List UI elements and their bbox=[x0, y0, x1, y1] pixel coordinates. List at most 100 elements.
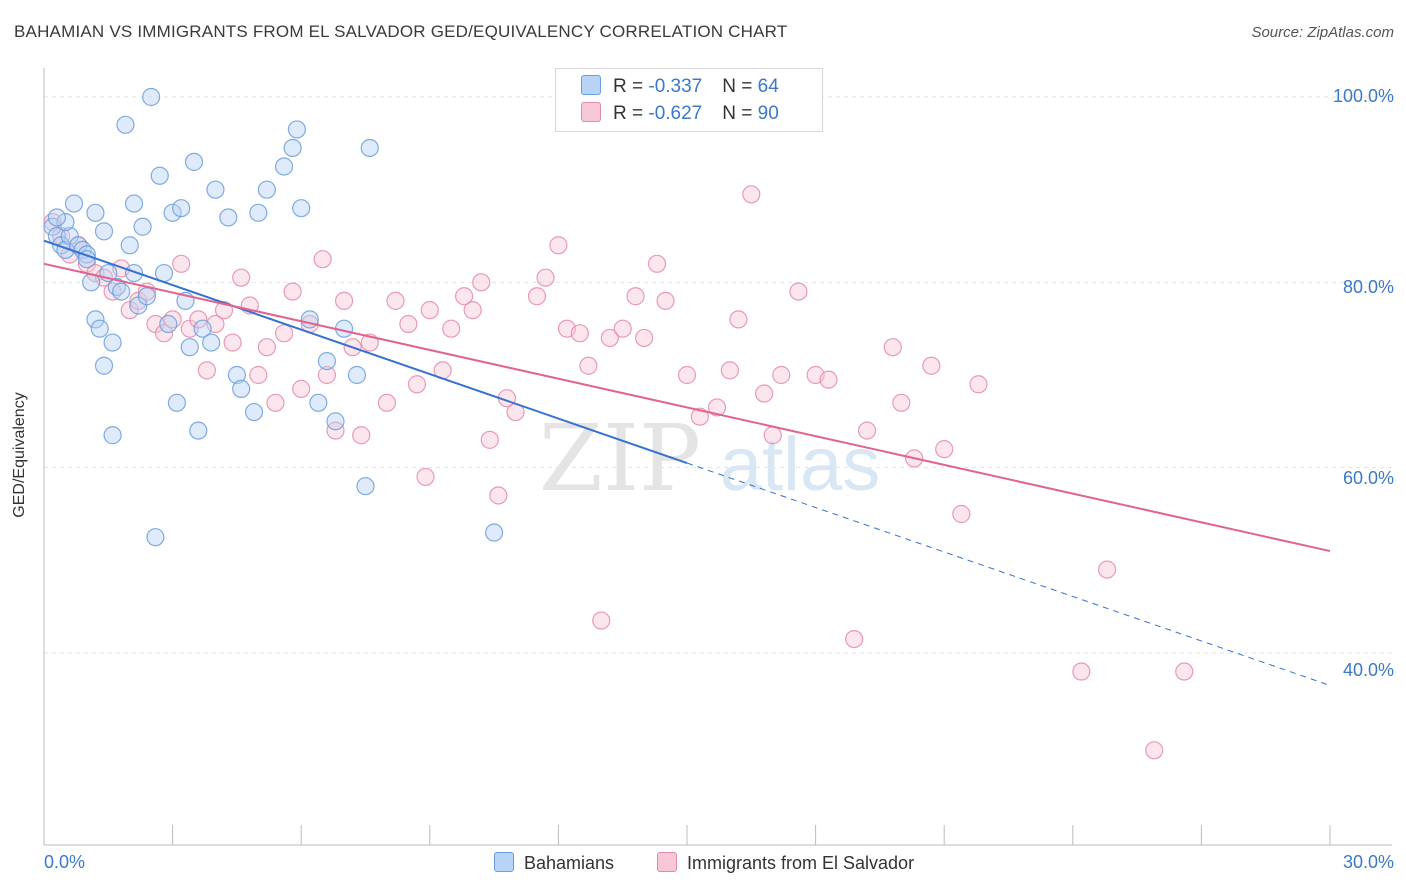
immigrants-point bbox=[635, 328, 654, 348]
bahamians-point bbox=[167, 393, 186, 412]
immigrants-point bbox=[283, 282, 302, 301]
immigrants-point bbox=[1072, 662, 1091, 681]
legend-row-bahamians: R = -0.337 N = 64 bbox=[581, 75, 779, 99]
immigrants-point bbox=[249, 365, 268, 385]
bahamians-point bbox=[133, 217, 152, 236]
immigrants-point bbox=[772, 365, 791, 385]
bahamians-point bbox=[159, 314, 178, 334]
bahamians-point bbox=[124, 194, 144, 213]
immigrants-point bbox=[454, 287, 474, 306]
immigrants-point bbox=[154, 324, 174, 343]
y-axis-label: GED/Equivalency bbox=[11, 392, 28, 518]
immigrants-point bbox=[579, 356, 598, 375]
immigrants-point bbox=[352, 426, 371, 445]
bahamians-point bbox=[360, 138, 379, 158]
immigrants-point bbox=[274, 324, 294, 343]
immigrants-point bbox=[969, 375, 988, 394]
bahamians-point bbox=[116, 115, 135, 134]
y-tick-100: 100.0% bbox=[1332, 86, 1394, 106]
immigrants-point bbox=[489, 486, 508, 505]
immigrants-point bbox=[892, 393, 911, 412]
bahamians-point bbox=[206, 180, 225, 199]
bottom-legend-immigrants: Immigrants from El Salvador bbox=[657, 852, 914, 874]
trend-lines bbox=[43, 239, 1331, 686]
immigrants-point bbox=[707, 398, 727, 417]
immigrants-point bbox=[472, 273, 491, 292]
bahamians-point bbox=[86, 310, 105, 329]
bahamians-point bbox=[485, 523, 504, 542]
immigrants-point bbox=[952, 504, 971, 524]
legend-r-value: -0.337 bbox=[648, 76, 703, 97]
x-tick-min: 0.0% bbox=[44, 852, 86, 872]
immigrants-point bbox=[536, 268, 555, 287]
y-tick-60: 60.0% bbox=[1342, 468, 1394, 488]
bahamians-point bbox=[137, 287, 156, 306]
bahamians-point bbox=[86, 203, 105, 222]
bahamians-point bbox=[244, 402, 264, 422]
watermark-atlas: atlas bbox=[720, 422, 881, 507]
immigrants-point bbox=[613, 319, 632, 338]
immigrants-point bbox=[592, 611, 611, 630]
immigrants-point bbox=[883, 338, 902, 357]
y-tick-80: 80.0% bbox=[1342, 277, 1394, 297]
immigrants-point bbox=[326, 421, 345, 440]
immigrants-point bbox=[223, 333, 242, 352]
immigrants-point bbox=[789, 282, 808, 301]
bottom-legend-label: Immigrants from El Salvador bbox=[687, 853, 915, 873]
bahamians-point bbox=[189, 421, 208, 440]
bahamians-point bbox=[94, 356, 114, 375]
bahamians-point bbox=[94, 222, 114, 241]
immigrants-point bbox=[1175, 662, 1194, 681]
immigrants-point bbox=[420, 301, 439, 320]
legend-n-label: N = bbox=[722, 103, 758, 124]
bahamians-point bbox=[184, 152, 204, 171]
legend-swatch-blue bbox=[581, 75, 601, 95]
bottom-legend-swatch-blue bbox=[494, 852, 514, 872]
bahamians-point bbox=[292, 199, 311, 218]
bahamians-point bbox=[356, 477, 375, 496]
bahamians-point bbox=[193, 319, 212, 338]
immigrants-point bbox=[189, 310, 208, 329]
bahamians-point bbox=[347, 365, 367, 385]
bahamians-point bbox=[163, 203, 182, 222]
bahamians-point bbox=[90, 319, 109, 338]
axes bbox=[43, 68, 1392, 846]
immigrants-point bbox=[480, 430, 499, 449]
x-tick-max: 30.0% bbox=[1342, 852, 1394, 872]
immigrants-point bbox=[857, 421, 877, 440]
bahamians-point bbox=[249, 203, 268, 222]
immigrants-point bbox=[690, 407, 709, 426]
bahamians-point bbox=[202, 333, 221, 352]
immigrants-point bbox=[549, 236, 568, 255]
immigrants-point bbox=[729, 310, 748, 329]
legend-n-label: N = bbox=[722, 76, 758, 97]
immigrants-point bbox=[819, 370, 838, 389]
bahamians-point bbox=[219, 208, 238, 227]
legend-n-value: 90 bbox=[757, 103, 779, 124]
immigrants-point bbox=[386, 291, 405, 310]
bahamians-point bbox=[142, 87, 161, 107]
source-label: Source: ZipAtlas.com bbox=[1251, 24, 1394, 41]
immigrants-point bbox=[317, 365, 337, 385]
watermark: ZIP atlas bbox=[539, 405, 880, 512]
immigrants-point bbox=[416, 467, 435, 487]
bahamians-point bbox=[232, 379, 251, 398]
bahamians-point bbox=[326, 412, 345, 431]
immigrants-point bbox=[570, 324, 589, 343]
bahamians-point bbox=[47, 208, 66, 227]
bottom-legend-swatch-pink bbox=[657, 852, 677, 872]
bottom-legend-label: Bahamians bbox=[524, 853, 615, 873]
bahamians-point bbox=[283, 138, 302, 158]
immigrants-point bbox=[197, 361, 216, 380]
immigrants-point bbox=[935, 440, 954, 459]
bahamians-point bbox=[257, 180, 277, 199]
legend-r-value: -0.627 bbox=[648, 103, 703, 124]
legend-swatch-pink bbox=[581, 102, 601, 122]
bahamians-point bbox=[64, 194, 84, 213]
bahamians-point bbox=[103, 333, 122, 352]
immigrants-trend-line bbox=[43, 262, 1331, 553]
immigrants-point bbox=[1145, 741, 1164, 760]
immigrants-point bbox=[720, 361, 739, 380]
legend-row-immigrants: R = -0.627 N = 90 bbox=[581, 102, 779, 126]
legend-r-label: R = bbox=[613, 103, 649, 124]
